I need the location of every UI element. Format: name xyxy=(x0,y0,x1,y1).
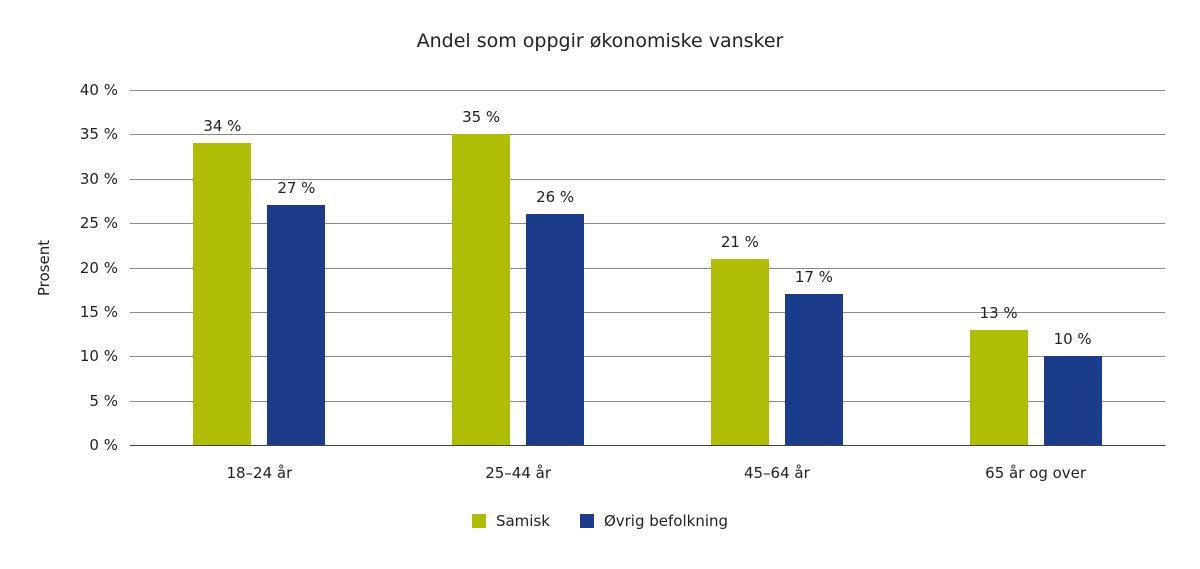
x-tick-label: 25–44 år xyxy=(485,464,552,482)
y-tick-label: 0 % xyxy=(89,436,118,454)
bar-ovrig[interactable] xyxy=(267,205,326,445)
y-tick-label: 25 % xyxy=(79,214,118,233)
bar-value-label: 10 % xyxy=(1053,330,1092,349)
bar-value-label: 34 % xyxy=(203,117,242,136)
y-tick-label: 5 % xyxy=(89,391,118,410)
bar-value-label: 13 % xyxy=(979,303,1018,322)
legend: Samisk Øvrig befolkning xyxy=(0,512,1200,530)
bar-value-label: 26 % xyxy=(536,188,575,207)
gridline xyxy=(130,223,1165,225)
x-tick-label: 45–64 år xyxy=(743,464,810,482)
x-tick-label: 18–24 år xyxy=(226,464,293,482)
gridline xyxy=(130,267,1165,269)
y-tick-label: 10 % xyxy=(79,347,118,366)
bar-ovrig[interactable] xyxy=(784,294,843,445)
gridline xyxy=(130,134,1165,136)
gridline xyxy=(130,178,1165,180)
gridline xyxy=(130,445,1165,446)
legend-label: Samisk xyxy=(495,512,550,530)
bar-samisk[interactable] xyxy=(969,329,1028,445)
y-tick-label: 15 % xyxy=(79,302,118,321)
y-axis-label: Prosent xyxy=(35,239,53,297)
y-tick-label: 20 % xyxy=(79,258,118,277)
legend-item-ovrig[interactable]: Øvrig befolkning xyxy=(579,512,729,530)
bar-value-label: 21 % xyxy=(720,232,759,251)
legend-item-samisk[interactable]: Samisk xyxy=(471,512,550,530)
plot-area: 34 % 27 % 35 % 26 % 21 % 17 % 13 % 10 % xyxy=(130,90,1165,446)
gridline xyxy=(130,311,1165,313)
bar-samisk[interactable] xyxy=(710,258,769,445)
bar-value-label: 27 % xyxy=(277,179,316,198)
legend-swatch-samisk xyxy=(471,514,486,528)
gridline xyxy=(130,400,1165,402)
legend-label: Øvrig befolkning xyxy=(603,512,729,530)
gridline xyxy=(130,90,1165,91)
bar-ovrig[interactable] xyxy=(526,214,585,445)
y-tick-label: 30 % xyxy=(79,169,118,188)
gridline xyxy=(130,356,1165,358)
x-tick-label: 65 år og over xyxy=(985,464,1087,482)
bar-value-label: 35 % xyxy=(462,108,501,127)
legend-swatch-ovrig xyxy=(579,514,594,528)
bar-samisk[interactable] xyxy=(452,134,511,445)
y-tick-label: 35 % xyxy=(79,125,118,144)
bar-ovrig[interactable] xyxy=(1043,356,1102,445)
chart-title: Andel som oppgir økonomiske vansker xyxy=(416,30,784,52)
bar-samisk[interactable] xyxy=(193,143,252,445)
bar-value-label: 17 % xyxy=(794,268,833,287)
y-tick-label: 40 % xyxy=(79,81,118,99)
